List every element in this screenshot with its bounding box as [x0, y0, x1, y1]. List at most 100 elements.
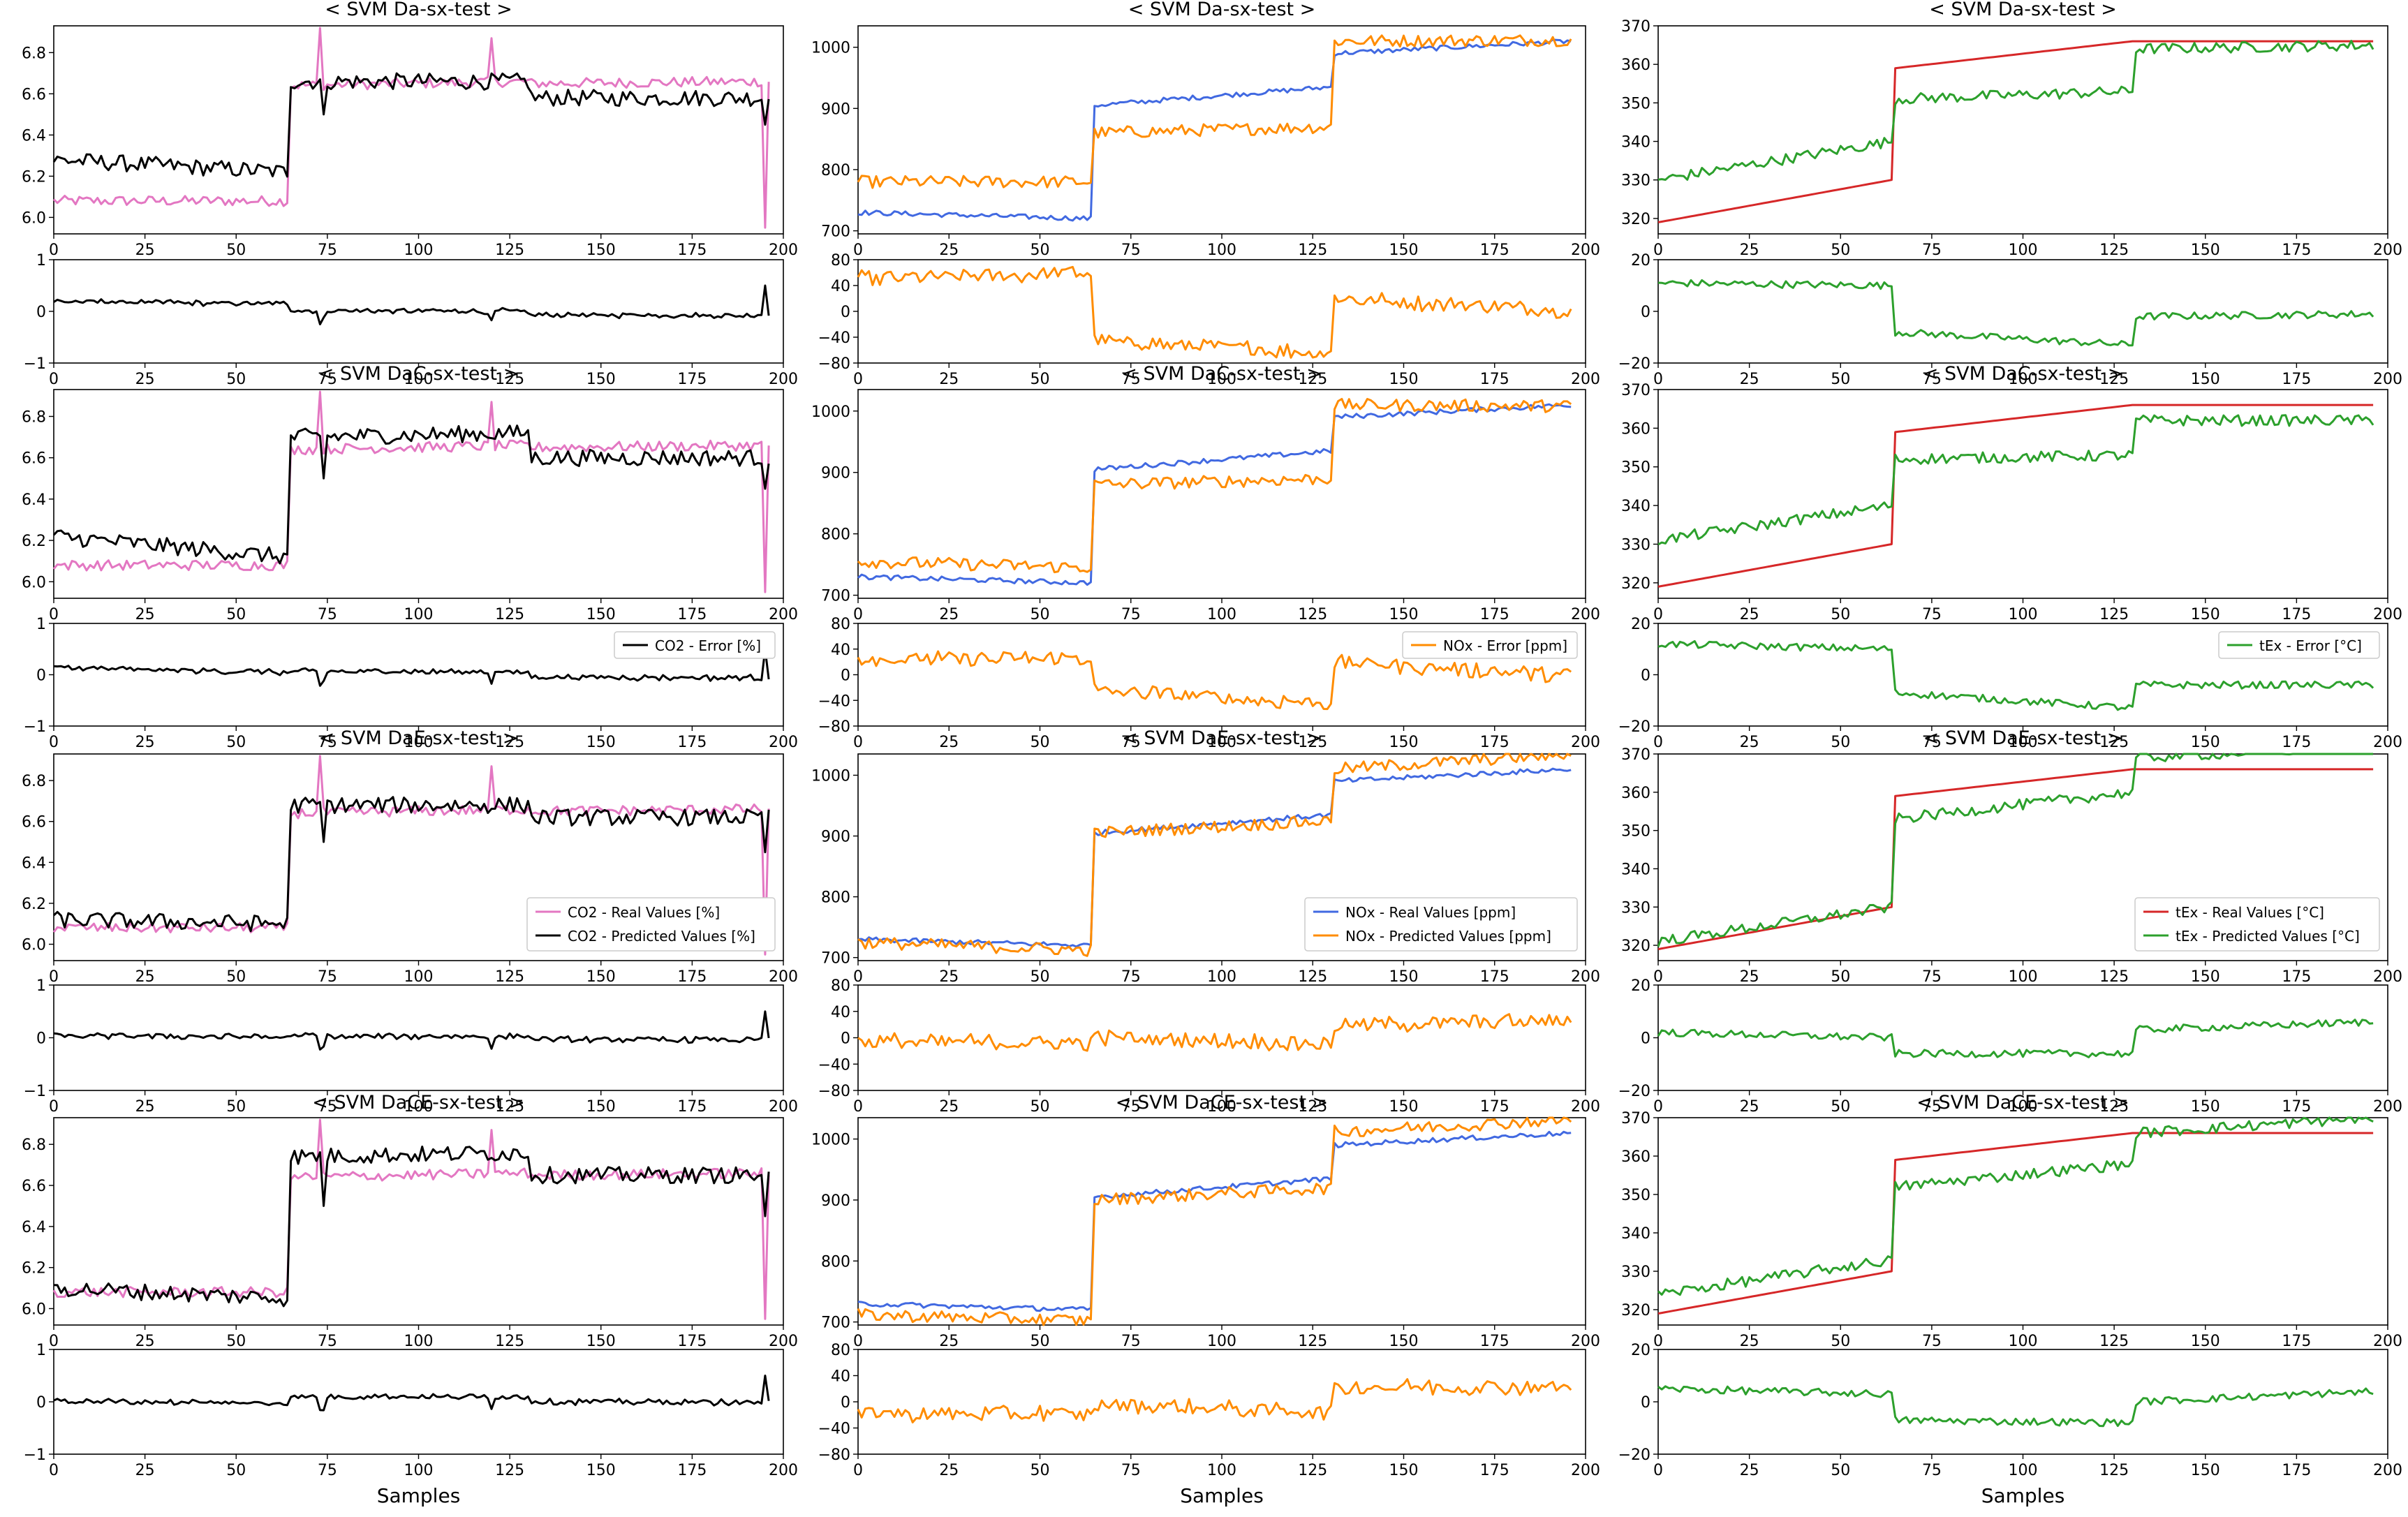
- nox-main-ytick-label: 700: [821, 1315, 850, 1332]
- tex-main-xtick-label: 150: [2191, 968, 2220, 986]
- nox-main-xtick-label: 200: [1571, 968, 1600, 986]
- tex-error-series: [1657, 1385, 2374, 1428]
- co2-main-xtick-label: 200: [769, 1333, 798, 1350]
- tex-main-xtick-label: 100: [2009, 1333, 2038, 1350]
- tex-main-ytick-label: 360: [1621, 57, 1650, 74]
- co2-main-xtick-label: 125: [495, 968, 524, 986]
- tex-main-xtick-label: 0: [1653, 1333, 1663, 1350]
- tex-error-xtick-label: 75: [1922, 371, 1942, 388]
- co2-predicted-legend-label: CO2 - Predicted Values [%]: [568, 928, 755, 945]
- tex-error-ytick-label: 0: [1641, 1030, 1650, 1048]
- tex-main-ytick-label: 370: [1621, 1110, 1650, 1127]
- nox-main-xtick-label: 50: [1031, 242, 1050, 259]
- co2-error-xtick-label: 175: [677, 1098, 707, 1116]
- nox-main-frame: [857, 1117, 1586, 1326]
- nox-error-xtick-label: 125: [1298, 734, 1327, 751]
- co2-main-ytick-label: 6.0: [22, 937, 46, 954]
- tex-predicted-legend-label: tEx - Predicted Values [°C]: [2176, 928, 2360, 945]
- nox-main-xtick-label: 75: [1121, 242, 1141, 259]
- co2-main-ytick-label: 6.6: [22, 450, 46, 468]
- tex-main-ytick-label: 330: [1621, 536, 1650, 554]
- tex-error-series: [1657, 639, 2374, 711]
- tex-main-xtick-label: 50: [1831, 606, 1850, 623]
- nox-main-ytick-label: 700: [821, 588, 850, 605]
- tex-main-xtick-label: 175: [2282, 606, 2311, 623]
- tex-main-xtick-label: 175: [2282, 968, 2311, 986]
- tex-error-ytick-label: 20: [1631, 616, 1650, 633]
- nox-predicted-series: [857, 753, 1572, 957]
- tex-error-xtick-label: 25: [1740, 371, 1759, 388]
- tex-error-xtick-label: 100: [2009, 1098, 2038, 1116]
- tex-main-ytick-label: 320: [1621, 575, 1650, 593]
- tex-main-ytick-label: 330: [1621, 899, 1650, 917]
- nox-error-ytick-label: 0: [841, 1030, 850, 1048]
- nox-error-xtick-label: 50: [1031, 734, 1050, 751]
- tex-main-ytick-label: 370: [1621, 18, 1650, 36]
- tex-real-series: [1657, 1132, 2374, 1315]
- nox-error-ytick-label: −80: [818, 1083, 850, 1100]
- co2-main-xtick-label: 150: [586, 242, 616, 259]
- tex-error-xtick-label: 100: [2009, 371, 2038, 388]
- nox-error-ytick-label: −40: [818, 693, 850, 710]
- nox-error-xtick-label: 0: [853, 371, 863, 388]
- co2-main-xtick-label: 175: [677, 606, 707, 623]
- co2-predicted-series: [53, 1146, 770, 1308]
- tex-main-ytick-label: 360: [1621, 1148, 1650, 1166]
- tex-error-xtick-label: 125: [2099, 1098, 2129, 1116]
- co2-error-ytick-label: −1: [24, 1083, 46, 1100]
- nox-main-xtick-label: 200: [1571, 1333, 1600, 1350]
- nox-main-ytick-label: 800: [821, 162, 850, 179]
- nox-error-ytick-label: 80: [831, 252, 850, 269]
- co2-main-ytick-label: 6.8: [22, 773, 46, 790]
- co2-main-ytick-label: 6.4: [22, 491, 46, 509]
- tex-error-xtick-label: 75: [1922, 734, 1942, 751]
- tex-error-xtick-label: 200: [2373, 734, 2402, 751]
- co2-error-xtick-label: 125: [495, 734, 524, 751]
- co2-main-xtick-label: 50: [226, 1333, 246, 1350]
- nox-main-xtick-label: 125: [1298, 606, 1327, 623]
- nox-main-xtick-label: 100: [1207, 968, 1236, 986]
- nox-error-ytick-label: −40: [818, 1056, 850, 1074]
- tex-error-ytick-label: 0: [1641, 1394, 1650, 1412]
- nox-main-xtick-label: 150: [1389, 242, 1419, 259]
- co2-main-xtick-label: 75: [318, 968, 337, 986]
- nox-main-xtick-label: 175: [1480, 1333, 1509, 1350]
- nox-error-xtick-label: 25: [939, 734, 959, 751]
- tex-error-frame: [1657, 259, 2388, 364]
- tex-error-series: [1657, 279, 2374, 347]
- subplot-title: < SVM DaC-sx-test >: [318, 363, 519, 385]
- co2-error-xtick-label: 75: [318, 371, 337, 388]
- nox-main-xtick-label: 150: [1389, 606, 1419, 623]
- nox-error-xtick-label: 150: [1389, 1098, 1419, 1116]
- co2-error-xtick-label: 0: [49, 371, 59, 388]
- nox-error-xtick-label: 100: [1207, 371, 1236, 388]
- tex-main-xtick-label: 25: [1740, 968, 1759, 986]
- tex-real-series: [1657, 768, 2374, 951]
- co2-main-xtick-label: 175: [677, 242, 707, 259]
- nox-main-ytick-label: 800: [821, 889, 850, 907]
- co2-main-xtick-label: 150: [586, 1333, 616, 1350]
- co2-error-xtick-label: 200: [769, 1462, 798, 1479]
- tex-error-ytick-label: 20: [1631, 977, 1650, 995]
- nox-error-xtick-label: 150: [1389, 371, 1419, 388]
- nox-error-xtick-label: 200: [1571, 371, 1600, 388]
- tex-main-xtick-label: 0: [1653, 606, 1663, 623]
- tex-main-xtick-label: 175: [2282, 1333, 2311, 1350]
- tex-error-xtick-label: 50: [1831, 1462, 1850, 1479]
- co2-real-series: [52, 1118, 770, 1320]
- co2-error-xtick-label: 75: [318, 1462, 337, 1479]
- nox-error-xtick-label: 0: [853, 1462, 863, 1479]
- nox-real-series: [857, 38, 1572, 222]
- tex-main-ytick-label: 340: [1621, 498, 1650, 515]
- co2-main-xtick-label: 175: [677, 968, 707, 986]
- nox-error-xtick-label: 175: [1480, 734, 1509, 751]
- subplot-title: < SVM DaC-sx-test >: [1121, 363, 1322, 385]
- co2-main-xtick-label: 200: [769, 606, 798, 623]
- nox-main-ytick-label: 900: [821, 1192, 850, 1210]
- co2-error-xtick-label: 50: [226, 1462, 246, 1479]
- co2-main-ytick-label: 6.4: [22, 854, 46, 872]
- co2-error-series: [53, 1375, 770, 1412]
- tex-main-xtick-label: 125: [2099, 242, 2129, 259]
- co2-main-xtick-label: 0: [49, 242, 59, 259]
- co2-error-xtick-label: 175: [677, 371, 707, 388]
